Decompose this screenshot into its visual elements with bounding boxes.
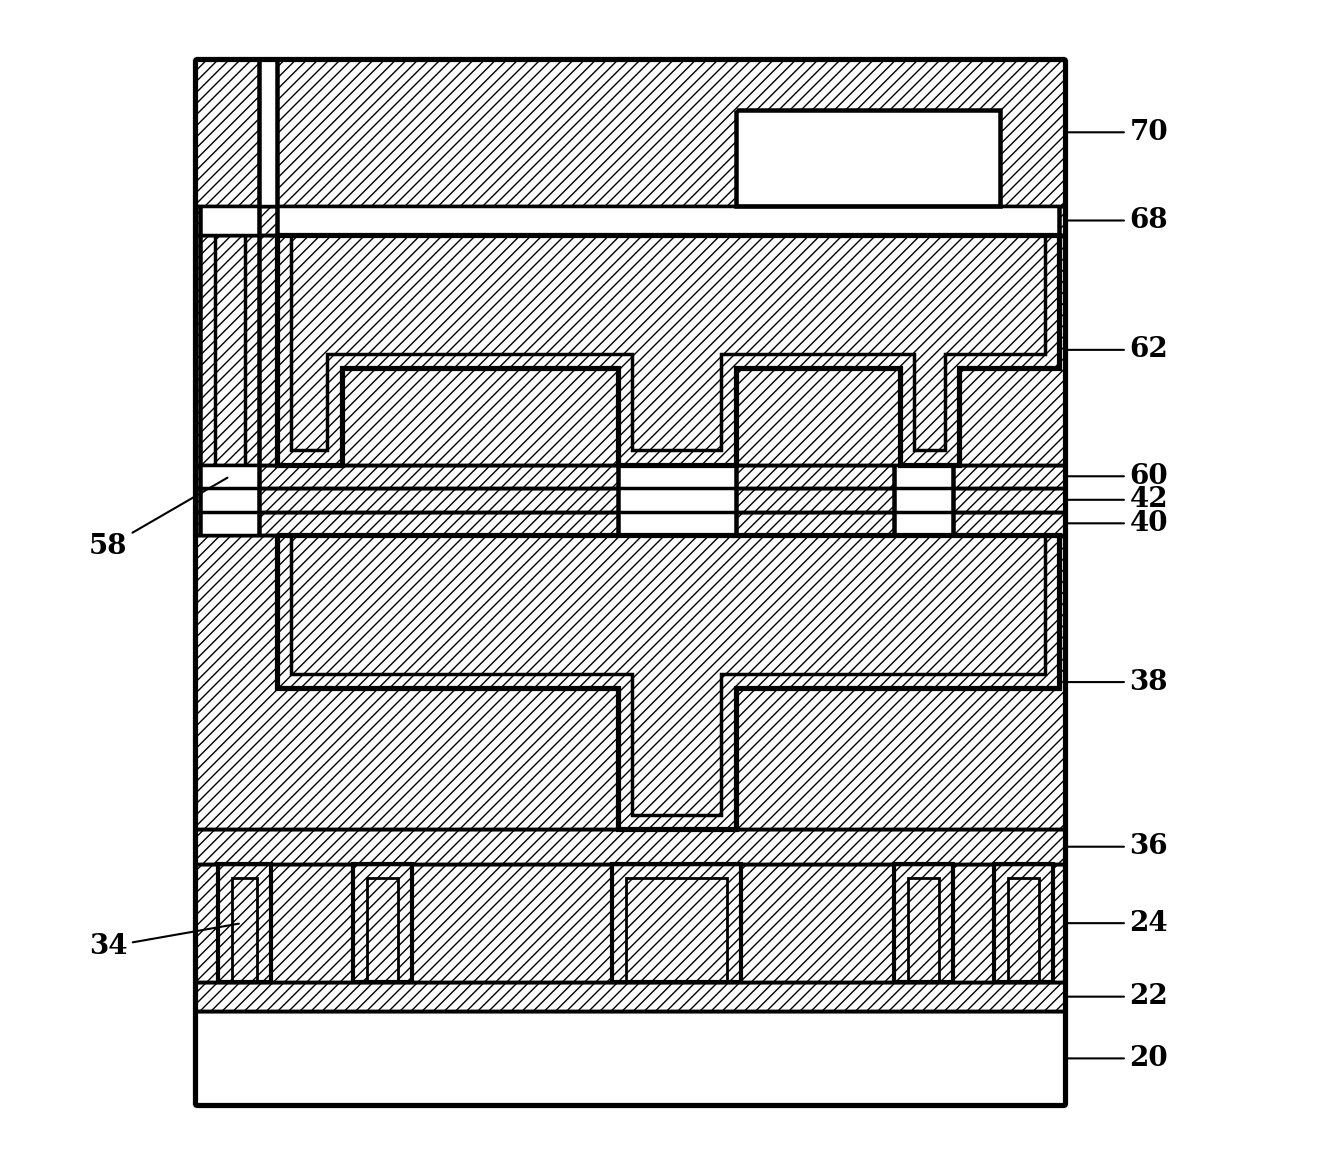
- Text: 68: 68: [1068, 207, 1168, 234]
- Bar: [277, 368, 342, 465]
- Bar: [618, 465, 735, 488]
- Bar: [894, 488, 954, 512]
- Bar: [194, 982, 1065, 1011]
- Bar: [894, 512, 954, 535]
- Bar: [618, 688, 735, 829]
- Bar: [194, 864, 1065, 982]
- Bar: [233, 878, 257, 982]
- Bar: [612, 864, 741, 982]
- Bar: [618, 488, 735, 512]
- Bar: [995, 864, 1053, 982]
- Bar: [354, 864, 412, 982]
- Bar: [218, 864, 271, 982]
- Bar: [995, 864, 1053, 982]
- Text: 42: 42: [1068, 487, 1168, 513]
- Bar: [201, 488, 259, 512]
- Bar: [612, 864, 741, 982]
- Bar: [201, 512, 259, 535]
- Text: 60: 60: [1068, 463, 1168, 489]
- Bar: [277, 535, 1059, 688]
- Bar: [194, 235, 1065, 465]
- Text: 58: 58: [89, 477, 227, 560]
- Bar: [277, 535, 1059, 688]
- Bar: [218, 864, 271, 982]
- Bar: [194, 1011, 1065, 1105]
- Bar: [995, 864, 1053, 982]
- Bar: [277, 235, 1059, 368]
- Text: 70: 70: [1068, 119, 1168, 146]
- Bar: [194, 59, 1065, 206]
- Bar: [201, 465, 259, 488]
- Bar: [277, 235, 1059, 368]
- Bar: [894, 864, 954, 982]
- Bar: [908, 878, 939, 982]
- Text: 20: 20: [1068, 1045, 1168, 1071]
- Text: 22: 22: [1068, 983, 1168, 1010]
- Bar: [735, 111, 1000, 206]
- Bar: [194, 488, 1065, 512]
- Bar: [900, 368, 959, 465]
- Bar: [194, 535, 1065, 829]
- Bar: [194, 206, 1065, 235]
- Bar: [894, 864, 954, 982]
- Text: 38: 38: [1068, 669, 1168, 695]
- Text: 34: 34: [89, 923, 239, 960]
- Bar: [218, 864, 271, 982]
- Bar: [618, 688, 735, 829]
- Bar: [277, 368, 342, 465]
- Bar: [194, 512, 1065, 535]
- Bar: [201, 206, 259, 235]
- Text: 24: 24: [1068, 910, 1168, 936]
- Bar: [618, 368, 735, 465]
- Bar: [618, 368, 735, 465]
- Bar: [277, 206, 1059, 235]
- Bar: [894, 465, 954, 488]
- Bar: [618, 512, 735, 535]
- Text: 62: 62: [1068, 336, 1168, 363]
- Text: 40: 40: [1068, 510, 1168, 536]
- Bar: [894, 864, 954, 982]
- Bar: [259, 59, 277, 206]
- Bar: [626, 878, 728, 982]
- Bar: [354, 864, 412, 982]
- Bar: [612, 864, 741, 982]
- Bar: [194, 465, 1065, 488]
- Bar: [354, 864, 412, 982]
- Bar: [900, 368, 959, 465]
- Bar: [1008, 878, 1039, 982]
- Bar: [367, 878, 398, 982]
- Bar: [194, 829, 1065, 864]
- Text: 36: 36: [1068, 834, 1168, 860]
